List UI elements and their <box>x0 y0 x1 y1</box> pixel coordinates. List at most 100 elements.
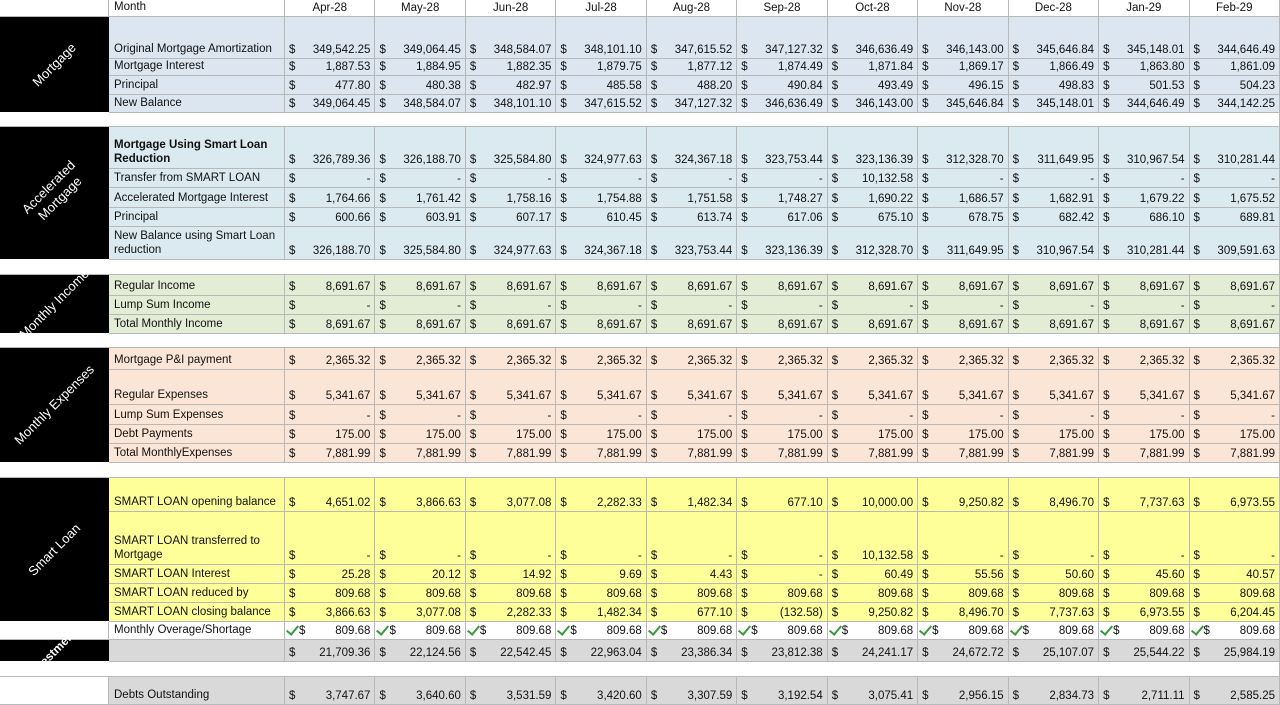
currency-group: $ <box>379 319 385 331</box>
currency-group: $ <box>560 281 566 293</box>
currency-group: $ <box>741 647 747 659</box>
value-cell: $488.20 <box>646 76 738 95</box>
currency-group: $ <box>832 212 838 224</box>
value-cell: $324,977.63 <box>465 227 557 260</box>
currency-group: $ <box>1013 569 1019 581</box>
currency-group: $ <box>1190 622 1210 637</box>
currency-symbol: $ <box>741 429 748 441</box>
amount: 325,584.80 <box>403 245 461 257</box>
value-cell: $21,709.36 <box>285 640 376 662</box>
amount: 809.68 <box>516 625 552 637</box>
amount: 1,863.80 <box>1139 61 1185 73</box>
value-cell: $ - <box>918 296 1009 315</box>
currency-symbol: $ <box>1012 550 1020 562</box>
row-label-cell: Accelerated Mortgage Interest <box>109 188 285 208</box>
amount: 7,881.99 <box>325 448 371 460</box>
currency-symbol: $ <box>289 245 296 257</box>
value-cell: $175.00 <box>285 425 376 444</box>
spacer-row <box>0 113 1280 127</box>
value-cell: $ - <box>827 405 919 425</box>
section-label: Mortgage <box>0 17 109 113</box>
currency-group: $ <box>741 690 747 702</box>
month-header: Dec-28 <box>1008 0 1100 17</box>
currency-symbol: $ <box>741 61 748 73</box>
currency-group: $ <box>922 61 928 73</box>
currency-symbol: $ <box>922 193 929 205</box>
amount: 311,649.95 <box>1037 154 1095 166</box>
currency-group: $ <box>466 622 486 637</box>
value-cell: $325,584.80 <box>465 127 557 169</box>
currency-group: $ <box>560 429 566 441</box>
month-header: Sep-28 <box>737 0 828 17</box>
amount: 8,691.67 <box>325 281 371 293</box>
currency-symbol: $ <box>922 319 929 331</box>
value-cell: $5,341.67 <box>827 370 919 405</box>
row-label: New Balance <box>114 97 182 109</box>
currency-group: $ <box>832 690 838 702</box>
value-cell: $312,328.70 <box>827 227 919 260</box>
amount: 8,691.67 <box>1230 319 1275 331</box>
currency-group: $ <box>289 647 295 659</box>
currency-group: $ <box>651 44 657 56</box>
value-cell: $348,101.10 <box>556 17 647 59</box>
currency-symbol: $ <box>289 80 296 92</box>
currency-group: $ <box>470 588 476 600</box>
currency-symbol: $ <box>1193 98 1200 110</box>
value-cell: $55.56 <box>918 565 1009 584</box>
currency-group: $ <box>379 300 385 312</box>
amount: 8,691.67 <box>1139 319 1185 331</box>
currency-symbol: $ <box>650 647 658 659</box>
value-cell: $8,691.67 <box>737 315 828 334</box>
currency-group: $ <box>741 569 747 581</box>
currency-group: $ <box>832 173 838 185</box>
currency-group: $ <box>289 212 295 224</box>
currency-symbol: $ <box>379 173 386 185</box>
currency-group: $ <box>1013 193 1019 205</box>
value-cell: $8,691.67 <box>285 315 376 334</box>
currency-symbol: $ <box>741 690 748 702</box>
amount: 2,365.32 <box>687 355 733 367</box>
value-cell: $4.43 <box>646 565 738 584</box>
value-cell: $22,963.04 <box>556 640 647 662</box>
currency-group: $ <box>1013 429 1019 441</box>
currency-symbol: $ <box>1193 569 1200 581</box>
currency-group: $ <box>470 80 476 92</box>
amount: 2,834.73 <box>1049 690 1095 702</box>
amount: - <box>637 300 642 312</box>
value-cell: $310,967.54 <box>1099 127 1190 169</box>
value-cell: $809.68 <box>465 622 557 640</box>
amount: 324,977.63 <box>584 154 642 166</box>
value-cell: $6,973.55 <box>1189 478 1280 512</box>
currency-group: $ <box>651 448 657 460</box>
currency-symbol: $ <box>650 154 658 166</box>
value-cell: $14.92 <box>465 565 557 584</box>
row-label-cell: New Balance using Smart Loan reduction <box>109 227 285 260</box>
currency-symbol: $ <box>741 355 748 367</box>
currency-group: $ <box>832 607 838 619</box>
value-cell: $8,691.67 <box>827 275 919 296</box>
amount: 809.68 <box>787 588 823 600</box>
amount: 348,101.10 <box>584 44 642 56</box>
currency-group: $ <box>1194 80 1200 92</box>
currency-group: $ <box>1103 193 1109 205</box>
value-cell: $1,748.27 <box>737 188 828 208</box>
currency-symbol: $ <box>379 355 386 367</box>
currency-group: $ <box>560 245 566 257</box>
value-cell: $1,869.17 <box>918 59 1009 76</box>
value-cell: $344,646.49 <box>1189 17 1280 59</box>
amount: 675.10 <box>877 212 914 224</box>
value-cell: $349,064.45 <box>285 95 376 113</box>
amount: 809.68 <box>787 625 823 637</box>
currency-symbol: $ <box>1193 690 1200 702</box>
amount: 477.80 <box>335 80 371 92</box>
currency-symbol: $ <box>1012 173 1020 185</box>
month-header: Feb-29 <box>1189 0 1280 17</box>
month: Nov-28 <box>944 2 982 14</box>
value-cell: $345,148.01 <box>1099 17 1190 59</box>
amount: 8,496.70 <box>1049 497 1095 509</box>
currency-group: $ <box>470 212 476 224</box>
amount: - <box>818 300 823 312</box>
amount: 3,640.60 <box>416 690 461 702</box>
currency-group: $ <box>651 319 657 331</box>
currency-symbol: $ <box>1193 319 1200 331</box>
